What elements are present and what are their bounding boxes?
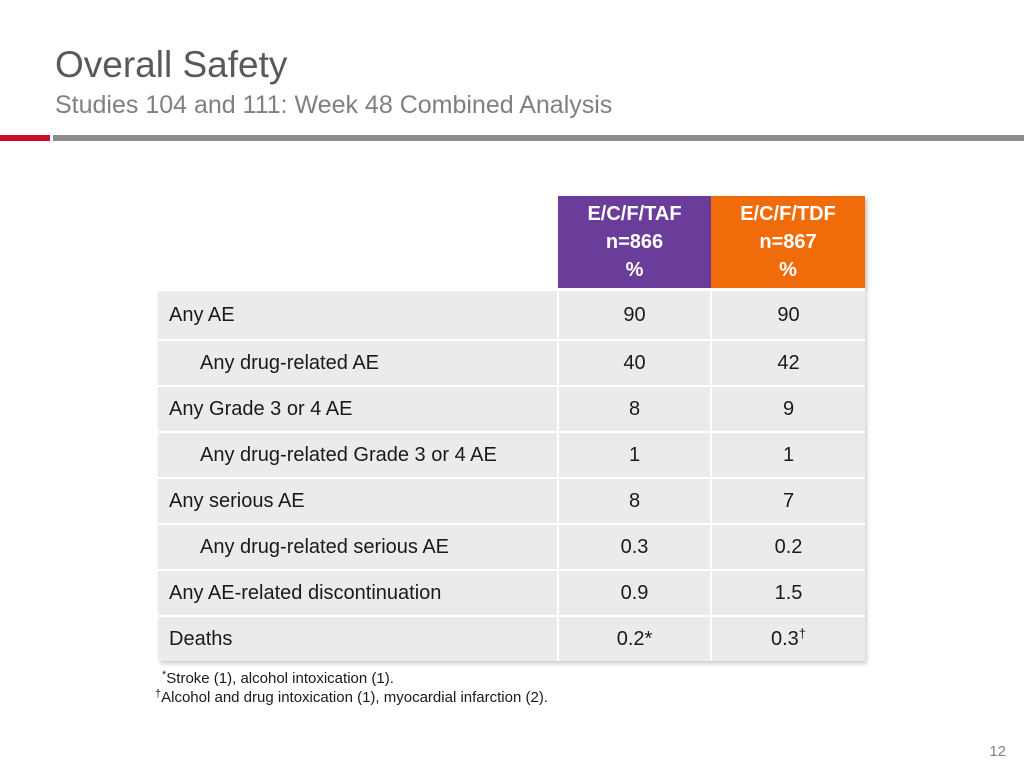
safety-table: E/C/F/TAF n=866 % E/C/F/TDF n=867 % Any … [158,196,865,661]
table-header-row: E/C/F/TAF n=866 % E/C/F/TDF n=867 % [158,196,865,290]
tdf-value: 7 [711,477,865,524]
table-row: Any AE-related discontinuation 0.9 1.5 [158,569,865,616]
header-tdf: E/C/F/TDF n=867 % [711,196,865,290]
row-label: Any AE [158,288,559,340]
taf-value: 90 [558,288,712,340]
table-row: Any Grade 3 or 4 AE 8 9 [158,385,865,432]
taf-value: 0.9 [558,569,712,616]
header-taf-regimen: E/C/F/TAF [587,203,682,225]
row-label: Any Grade 3 or 4 AE [158,385,559,432]
tdf-value: 9 [711,385,865,432]
header-taf-n: n=866 [605,231,664,253]
taf-value: 1 [558,431,712,478]
safety-table-container: E/C/F/TAF n=866 % E/C/F/TDF n=867 % Any … [158,196,865,661]
tdf-value: 0.3† [711,615,865,661]
tdf-value: 1.5 [711,569,865,616]
header-taf: E/C/F/TAF n=866 % [558,196,711,290]
header-tdf-n: n=867 [759,231,817,253]
tdf-value-number: 0.3 [770,627,799,650]
slide-title: Overall Safety [55,44,288,85]
taf-value: 8 [558,385,712,432]
slide-subtitle: Studies 104 and 111: Week 48 Combined An… [55,91,613,119]
row-label: Any drug-related serious AE [158,523,559,570]
tdf-value: 0.2 [711,523,865,570]
footnote-text: Stroke (1), alcohol intoxication (1). [166,670,394,687]
row-label: Any drug-related Grade 3 or 4 AE [158,431,559,478]
row-label: Deaths [158,615,559,661]
taf-value: 0.3 [558,523,712,570]
tdf-value: 42 [711,339,865,386]
row-label: Any serious AE [158,477,559,524]
taf-value: 0.2* [558,615,712,661]
footnotes: *Stroke (1), alcohol intoxication (1). †… [155,669,548,707]
header-blank-cell [158,196,558,290]
table-row: Any serious AE 8 7 [158,477,865,524]
row-label: Any drug-related AE [158,339,559,386]
page-number: 12 [989,743,1006,760]
table-row: Any drug-related serious AE 0.3 0.2 [158,523,865,570]
table-row: Any AE 90 90 [158,288,865,340]
table-row: Any drug-related AE 40 42 [158,339,865,386]
header-taf-unit: % [625,259,644,281]
row-label: Any AE-related discontinuation [158,569,559,616]
table-row: Any drug-related Grade 3 or 4 AE 1 1 [158,431,865,478]
taf-value: 40 [558,339,712,386]
taf-value: 8 [558,477,712,524]
footnote-mark: * [162,669,167,681]
header-tdf-unit: % [779,259,797,281]
title-divider-bar [53,135,1024,141]
tdf-value: 90 [711,288,865,340]
dagger-footnote-mark: † [798,625,807,641]
tdf-value: 1 [711,431,865,478]
table-row: Deaths 0.2* 0.3† [158,615,865,661]
footnote-item: †Alcohol and drug intoxication (1), myoc… [155,688,548,707]
header-tdf-regimen: E/C/F/TDF [740,203,836,225]
title-accent-bar [0,135,50,141]
footnote-text: Alcohol and drug intoxication (1), myoca… [161,689,548,706]
footnote-item: *Stroke (1), alcohol intoxication (1). [158,669,548,688]
footnote-mark: † [155,688,162,700]
